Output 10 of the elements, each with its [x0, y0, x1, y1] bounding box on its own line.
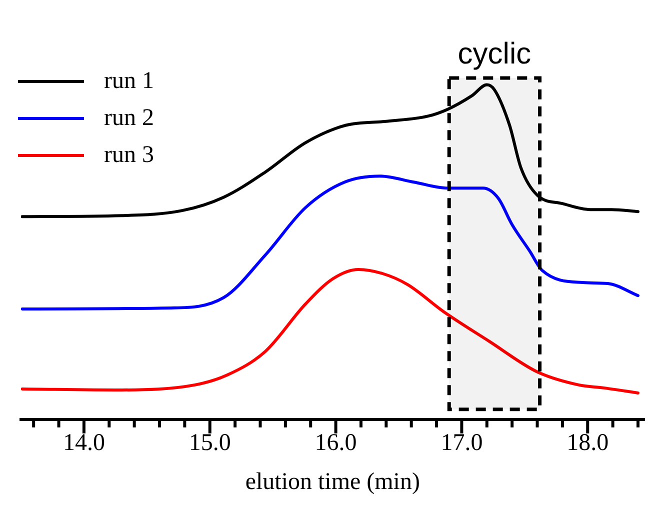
x-tick-label: 16.0 — [314, 430, 357, 456]
x-tick-label: 18.0 — [566, 430, 609, 456]
legend-label: run 3 — [104, 142, 154, 169]
band-label: cyclic — [458, 37, 532, 70]
x-tick-label: 15.0 — [188, 430, 231, 456]
x-tick-label: 17.0 — [440, 430, 483, 456]
legend-label: run 1 — [104, 68, 154, 95]
legend-label: run 2 — [104, 105, 154, 132]
x-tick-label: 14.0 — [62, 430, 105, 456]
x-axis-title: elution time (min) — [245, 468, 420, 495]
